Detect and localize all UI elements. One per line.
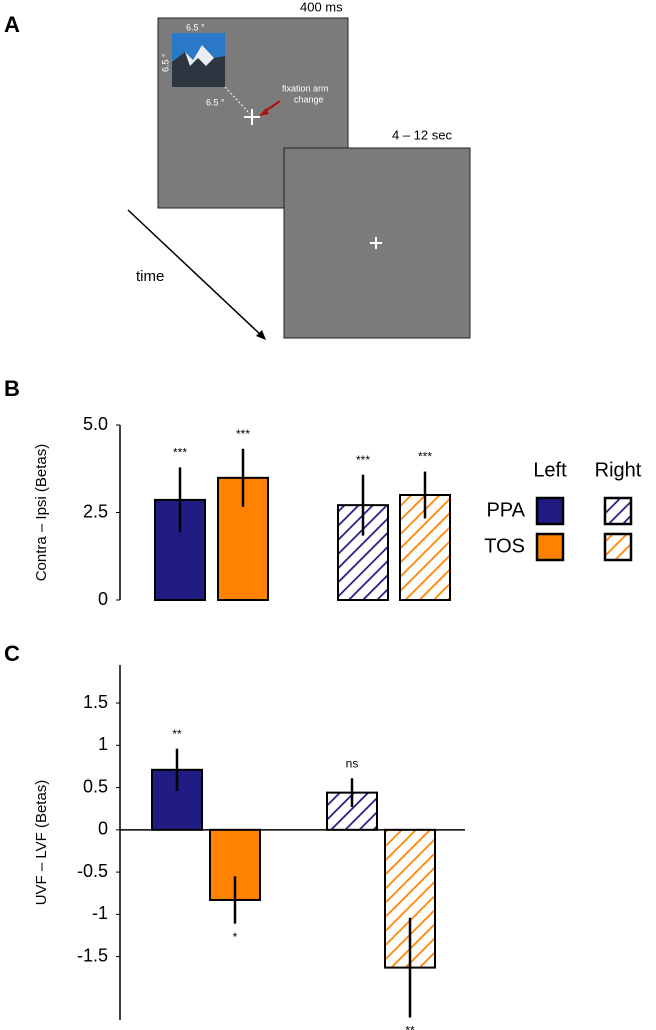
arrowhead <box>256 330 266 340</box>
size-label: 6.5 ° <box>206 97 225 107</box>
y-tick-label: 0 <box>98 819 108 839</box>
y-tick-label: -1 <box>92 903 108 923</box>
legend-swatch <box>535 532 565 562</box>
note: fixation arm <box>282 83 329 93</box>
legend-swatch <box>535 496 565 526</box>
diagram: 6.5 ° 6.5 ° 6.5 ° fixation arm change 40… <box>127 0 471 340</box>
y-tick-label: 0 <box>98 589 108 609</box>
size-label: 6.5 ° <box>160 53 170 72</box>
legend-header: Right <box>595 459 642 481</box>
note: change <box>294 94 324 104</box>
duration: 4 – 12 sec <box>392 127 452 142</box>
panel-label: B <box>4 376 20 401</box>
size-label: 6.5 ° <box>186 22 205 32</box>
significance: * <box>233 930 238 944</box>
legend-swatch <box>603 496 633 526</box>
legend-swatch <box>603 532 633 562</box>
y-tick-label: 0.5 <box>83 776 108 796</box>
significance: *** <box>356 453 370 467</box>
significance: ** <box>405 1024 415 1030</box>
y-axis-label: UVF – LVF (Betas) <box>33 780 50 906</box>
fixation-cross <box>370 237 382 249</box>
duration: 400 ms <box>300 0 343 14</box>
y-tick-label: -0.5 <box>77 861 108 881</box>
snow <box>185 45 214 66</box>
y-tick-label: 1 <box>98 734 108 754</box>
legend-label: PPA <box>486 499 525 521</box>
legend-label: TOS <box>484 535 525 557</box>
significance: *** <box>418 450 432 464</box>
mountain <box>172 45 225 87</box>
legend-header: Left <box>533 459 567 481</box>
significance: ** <box>172 727 182 741</box>
arrowhead <box>259 108 269 116</box>
y-axis-label: Contra – Ipsi (Betas) <box>33 444 50 582</box>
time-label: time <box>136 268 164 285</box>
y-tick-label: 1.5 <box>83 692 108 712</box>
fixation-cross <box>244 109 260 125</box>
panel-label: C <box>4 641 20 666</box>
significance: *** <box>173 446 187 460</box>
significance: *** <box>236 427 250 441</box>
y-tick-label: -1.5 <box>77 945 108 965</box>
y-tick-label: 2.5 <box>83 501 108 521</box>
panel-label: A <box>4 12 20 37</box>
y-tick-label: 5.0 <box>83 414 108 434</box>
significance: ns <box>346 756 359 770</box>
time-arrow <box>127 209 263 337</box>
